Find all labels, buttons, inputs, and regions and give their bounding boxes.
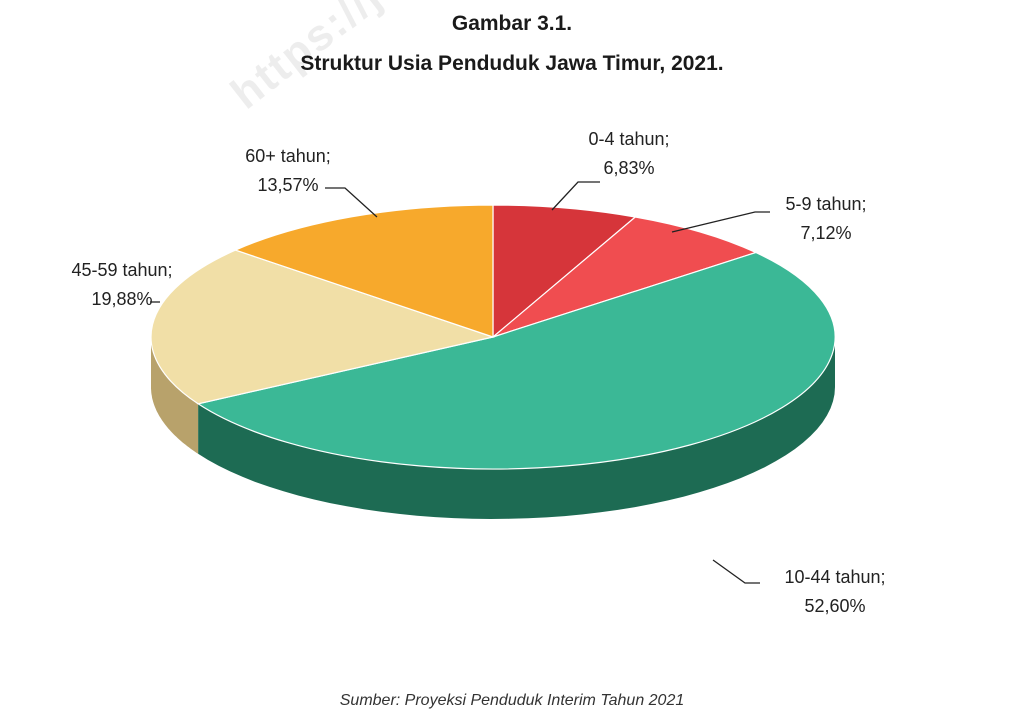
slice-label-1: 0-4 tahun; xyxy=(588,129,669,149)
pie-slice-4 xyxy=(150,249,496,405)
source-note: Sumber: Proyeksi Penduduk Interim Tahun … xyxy=(339,692,685,709)
leader-line-2 xyxy=(671,211,770,233)
slice-value-5: 13,57% xyxy=(257,175,318,195)
figure-caption-number: Gambar 3.1. xyxy=(451,12,573,35)
slice-label-3: 10-44 tahun; xyxy=(784,567,885,587)
pie-slice-2 xyxy=(492,216,758,338)
slice-value-1: 6,83% xyxy=(603,158,654,178)
leader-line-5 xyxy=(325,187,378,218)
pie-slice-5 xyxy=(233,204,494,338)
pie-top xyxy=(150,204,836,470)
chart-title: Struktur Usia Penduduk Jawa Timur, 2021. xyxy=(300,52,724,75)
pie-slice-3 xyxy=(196,251,836,470)
pie-side-4 xyxy=(151,337,199,454)
slice-value-3: 52,60% xyxy=(804,596,865,616)
slice-label-4: 45-59 tahun; xyxy=(71,260,172,280)
pie-labels: 0-4 tahun; 6,83% 5-9 tahun; 7,12% 10-44 tahu… xyxy=(71,129,885,616)
pie-slice-1 xyxy=(492,204,637,339)
pie-side-3 xyxy=(198,337,836,519)
pie-side-walls xyxy=(151,337,836,519)
leader-line-3 xyxy=(712,559,760,584)
leader-line-1 xyxy=(551,181,600,211)
slice-value-4: 19,88% xyxy=(91,289,152,309)
slice-label-2: 5-9 tahun; xyxy=(785,194,866,214)
slice-label-5: 60+ tahun; xyxy=(245,146,331,166)
slice-value-2: 7,12% xyxy=(800,223,851,243)
